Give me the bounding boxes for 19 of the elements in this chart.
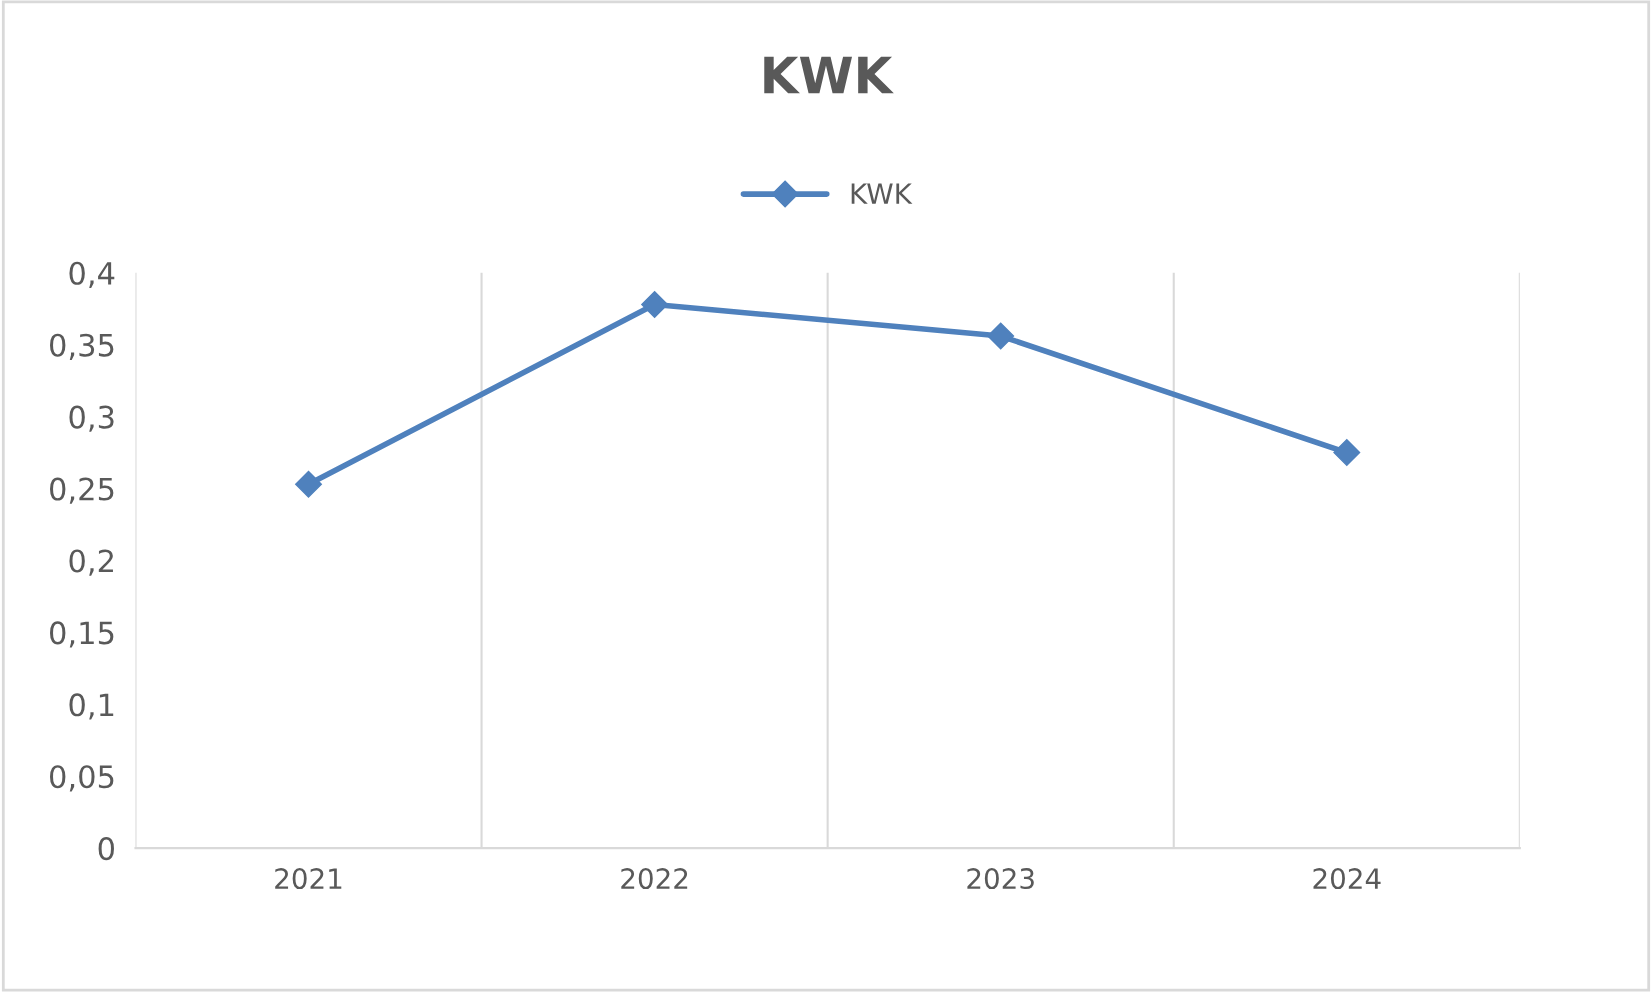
legend-label: KWK <box>851 183 913 204</box>
y-tick-label: 0,05 <box>50 765 114 792</box>
y-tick-label: 0,25 <box>50 477 114 504</box>
point <box>1333 439 1361 467</box>
x-tick-label: 2022 <box>621 868 688 890</box>
point <box>295 470 322 498</box>
y-tick-label: 0,1 <box>69 693 114 720</box>
y-tick-label: 0 <box>98 837 114 861</box>
chart-title: KWK <box>764 56 894 94</box>
point <box>987 322 1015 350</box>
y-tick-label: 0,3 <box>69 405 114 432</box>
y-tick-label: 0,4 <box>69 261 115 288</box>
y-tick-label: 0,35 <box>50 333 114 360</box>
y-tick-label: 0,15 <box>50 621 114 648</box>
x-tick-label: 2023 <box>967 868 1034 890</box>
point <box>641 290 669 318</box>
x-tick-label: 2021 <box>275 868 342 890</box>
y-tick-label: 0,2 <box>69 549 113 576</box>
x-tick-label: 2024 <box>1313 868 1381 890</box>
